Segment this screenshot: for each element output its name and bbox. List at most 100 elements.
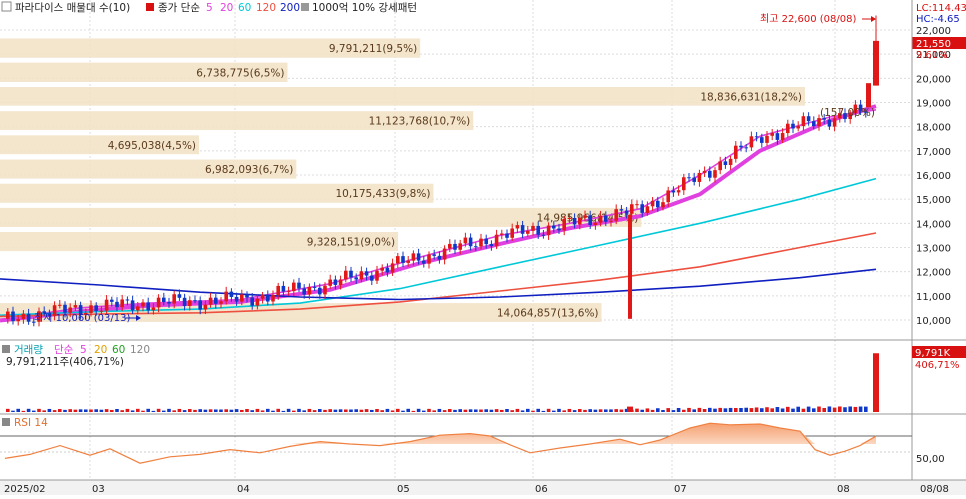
volume-bar — [406, 408, 410, 412]
candle-body — [260, 295, 265, 299]
candle-body — [58, 304, 62, 306]
candle-body — [676, 190, 681, 193]
candle-body — [188, 300, 192, 306]
volume-bar — [702, 409, 707, 412]
volume-bar — [505, 409, 509, 412]
candle-body — [229, 291, 234, 297]
candle-body — [11, 311, 15, 322]
volume-bar — [297, 408, 301, 412]
candle-body — [396, 256, 400, 264]
volume-badge-value: 9,791K — [915, 348, 951, 359]
extra-price-label: (157,00%) — [820, 107, 875, 119]
candle-body — [775, 133, 780, 140]
volume-bar — [572, 410, 577, 412]
checkbox-icon[interactable] — [1, 1, 12, 12]
candle-body — [484, 238, 488, 245]
volume-bar — [806, 406, 811, 412]
volume-bar — [58, 409, 62, 412]
candle-body — [628, 214, 632, 319]
candlesticks — [6, 15, 879, 327]
volume-bar — [676, 407, 681, 412]
candle-body — [593, 222, 598, 225]
candle-body — [286, 291, 291, 293]
volume-bar — [666, 408, 670, 412]
candle-body — [520, 225, 525, 234]
low-annotation: 최저 10,060 (03/13) — [34, 312, 130, 324]
candle-body — [26, 313, 31, 322]
candle-body — [359, 271, 364, 280]
candle-body — [338, 279, 343, 285]
volume-bar — [650, 409, 655, 412]
candle-body — [32, 321, 36, 323]
volume-bar — [448, 409, 452, 412]
candle-body — [255, 298, 260, 306]
candle-body — [572, 217, 577, 225]
volume-bar — [635, 408, 639, 412]
candle-body — [130, 300, 135, 311]
candle-body — [728, 158, 733, 165]
volume-bar — [853, 406, 858, 412]
price-tick-label: 11,000 — [916, 292, 951, 303]
volume-profile-label: 18,836,631(18,2%) — [700, 91, 802, 103]
volume-profile-label: 9,328,151(9,0%) — [307, 237, 395, 249]
candle-body — [541, 234, 546, 236]
volume-bar — [593, 409, 598, 412]
candle-body — [510, 228, 514, 238]
volume-bar — [208, 409, 213, 412]
volume-profile-bar — [0, 135, 200, 155]
volume-bar — [385, 408, 390, 412]
volume-bar — [390, 410, 395, 412]
volume-bar — [775, 407, 780, 412]
current-price-label: 21,550 — [916, 39, 951, 50]
candle-body — [136, 306, 140, 311]
volume-bar — [136, 408, 140, 412]
candle-body — [858, 104, 863, 112]
volume-bar — [312, 410, 317, 412]
candle-body — [630, 204, 634, 214]
price-tick-label: 22,000 — [916, 26, 951, 37]
candle-body — [536, 225, 540, 235]
candle-body — [812, 121, 816, 127]
volume-profile-label: 6,738,775(6,5%) — [196, 67, 284, 79]
low-arrow-head — [136, 315, 141, 321]
volume-bar — [598, 409, 603, 412]
time-tick-label: 2025/02 — [4, 484, 46, 495]
volume-bar — [796, 406, 800, 412]
current-price-badge — [912, 37, 966, 49]
volume-bar — [489, 409, 494, 412]
candle-body — [864, 111, 868, 113]
candle-body — [89, 305, 93, 313]
candle-body — [172, 294, 176, 304]
volume-bar — [422, 410, 426, 412]
candle-body — [526, 230, 530, 234]
volume-bar — [619, 409, 624, 412]
volume-bar — [531, 410, 535, 412]
volume-bar — [567, 408, 572, 412]
candle-body — [515, 225, 520, 229]
candle-body — [723, 161, 728, 165]
candle-body — [318, 287, 322, 295]
candle-body — [99, 310, 104, 312]
volume-bar — [271, 410, 275, 412]
candle-body — [650, 200, 655, 207]
candle-body — [770, 133, 774, 136]
candle-body — [344, 270, 348, 280]
candle-body — [271, 295, 275, 302]
candle-body — [708, 170, 712, 178]
volume-bar — [396, 408, 400, 412]
candle-body — [671, 190, 676, 193]
pattern-swatch — [301, 3, 309, 11]
volume-profile-label: 4,695,038(4,5%) — [108, 140, 196, 152]
volume-profile-bar — [0, 232, 399, 252]
volume-profile-bar — [0, 38, 421, 58]
volume-bar — [713, 408, 717, 412]
volume-bar — [260, 410, 265, 412]
candle-body — [208, 297, 213, 305]
volume-bar — [858, 406, 863, 412]
candle-body — [546, 225, 551, 236]
candle-body — [578, 217, 582, 225]
volume-legend: 거래량 단순 5 20 60 120 9,791,211주(406,71%) — [2, 344, 150, 368]
price-axis — [912, 0, 966, 495]
